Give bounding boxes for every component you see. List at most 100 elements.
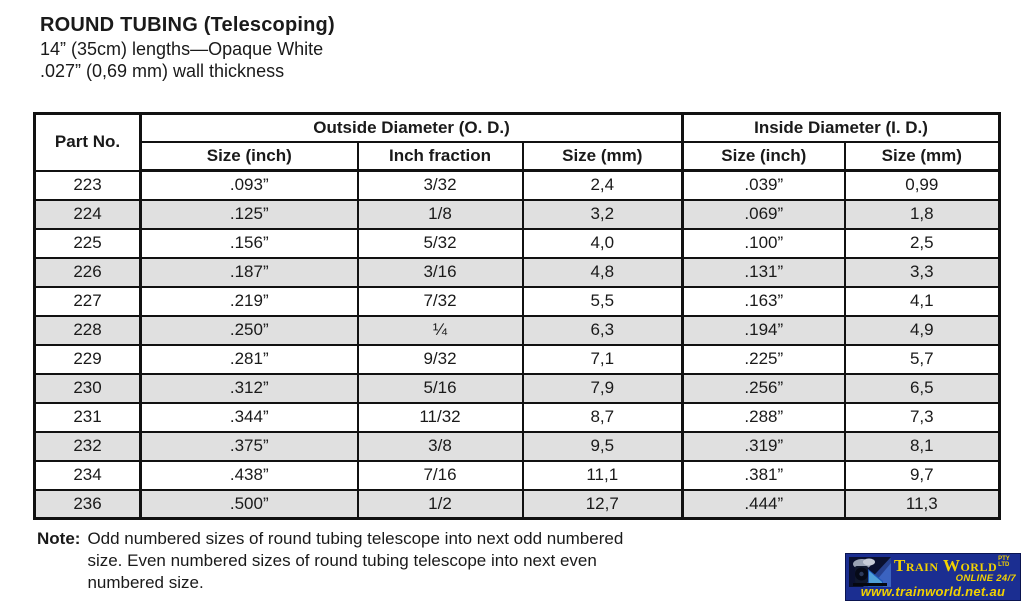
- table-row: 226.187” 3/16 4,8.131” 3,3: [33, 256, 1001, 288]
- cell-id_inch: .256”: [681, 372, 846, 404]
- table-body: 223.093” 3/32 2,4.039” 0,99 224.125” 1/8 3,2.0…: [33, 169, 1001, 520]
- cell-od_mm: 2,4: [521, 169, 684, 201]
- cell-od_mm: 8,7: [521, 401, 684, 433]
- cell-od_inch: .156”: [139, 227, 359, 259]
- cell-part: 226: [33, 256, 142, 288]
- table-row: 231.344” 11/32 8,7.288” 7,3: [33, 401, 1001, 433]
- cell-id_inch: .288”: [681, 401, 846, 433]
- cell-part: 223: [33, 169, 142, 201]
- cell-od_mm: 12,7: [521, 488, 684, 520]
- cell-fraction: 3/8: [356, 430, 524, 462]
- table-row: 229.281” 9/32 7,1.225” 5,7: [33, 343, 1001, 375]
- cell-id_mm: 9,7: [843, 459, 1001, 491]
- cell-id_inch: .225”: [681, 343, 846, 375]
- cell-od_inch: .093”: [139, 169, 359, 201]
- table-row: 236.500” 1/2 12,7.444” 11,3: [33, 488, 1001, 520]
- cell-id_mm: 6,5: [843, 372, 1001, 404]
- cell-id_mm: 4,9: [843, 314, 1001, 346]
- cell-id_mm: 4,1: [843, 285, 1001, 317]
- cell-od_mm: 4,8: [521, 256, 684, 288]
- cell-fraction: 9/32: [356, 343, 524, 375]
- cell-od_mm: 4,0: [521, 227, 684, 259]
- cell-od_mm: 11,1: [521, 459, 684, 491]
- col-header-od-inch-fraction: Inch fraction: [356, 140, 524, 172]
- cell-fraction: 1/2: [356, 488, 524, 520]
- cell-fraction: 5/32: [356, 227, 524, 259]
- cell-od_mm: 6,3: [521, 314, 684, 346]
- trainworld-url[interactable]: www.trainworld.net.au: [860, 584, 1006, 599]
- cell-part: 232: [33, 430, 142, 462]
- col-header-od-size-mm: Size (mm): [521, 140, 684, 172]
- table-row: 234.438” 7/16 11,1.381” 9,7: [33, 459, 1001, 491]
- cell-part: 224: [33, 198, 142, 230]
- cell-od_inch: .500”: [139, 488, 359, 520]
- cell-part: 234: [33, 459, 142, 491]
- cell-id_mm: 11,3: [843, 488, 1001, 520]
- cell-id_mm: 8,1: [843, 430, 1001, 462]
- cell-id_inch: .100”: [681, 227, 846, 259]
- cell-id_inch: .381”: [681, 459, 846, 491]
- cell-id_inch: .039”: [681, 169, 846, 201]
- cell-part: 227: [33, 285, 142, 317]
- cell-od_inch: .219”: [139, 285, 359, 317]
- cell-fraction: 7/16: [356, 459, 524, 491]
- cell-od_mm: 9,5: [521, 430, 684, 462]
- table-row: 230.312” 5/16 7,9.256” 6,5: [33, 372, 1001, 404]
- cell-part: 228: [33, 314, 142, 346]
- cell-fraction: ¼: [356, 314, 524, 346]
- note-label: Note:: [37, 529, 81, 548]
- cell-part: 236: [33, 488, 142, 520]
- cell-fraction: 3/16: [356, 256, 524, 288]
- cell-id_inch: .069”: [681, 198, 846, 230]
- cell-part: 231: [33, 401, 142, 433]
- cell-id_inch: .319”: [681, 430, 846, 462]
- col-header-id-size-mm: Size (mm): [843, 140, 1001, 172]
- cell-id_inch: .444”: [681, 488, 846, 520]
- col-header-od-size-inch: Size (inch): [139, 140, 359, 172]
- trainworld-logo[interactable]: Train WorldPTY LTD ONLINE 24/7 www.trainw…: [845, 553, 1021, 601]
- col-header-id-size-inch: Size (inch): [681, 140, 846, 172]
- cell-od_inch: .344”: [139, 401, 359, 433]
- cell-fraction: 7/32: [356, 285, 524, 317]
- subtitle-lengths: 14” (35cm) lengths—Opaque White: [40, 39, 324, 59]
- subtitle-wall-thickness: .027” (0,69 mm) wall thickness: [40, 61, 285, 81]
- table-row: 227.219” 7/32 5,5.163” 4,1: [33, 285, 1001, 317]
- online-247-text: ONLINE 24/7: [955, 573, 1016, 584]
- table-row: 232.375” 3/8 9,5.319” 8,1: [33, 430, 1001, 462]
- cell-part: 229: [33, 343, 142, 375]
- col-group-inside-diameter: Inside Diameter (I. D.): [681, 112, 1001, 143]
- cell-od_inch: .187”: [139, 256, 359, 288]
- col-header-part-no: Part No.: [33, 112, 142, 172]
- cell-fraction: 11/32: [356, 401, 524, 433]
- brand-suffix: PTY LTD: [998, 556, 1010, 568]
- page-title: ROUND TUBING (Telescoping): [40, 14, 335, 36]
- cell-id_mm: 3,3: [843, 256, 1001, 288]
- cell-od_mm: 7,1: [521, 343, 684, 375]
- header: ROUND TUBING (Telescoping) 14” (35cm) le…: [40, 12, 335, 82]
- cell-od_inch: .438”: [139, 459, 359, 491]
- col-group-outside-diameter: Outside Diameter (O. D.): [139, 112, 684, 143]
- table-row: 223.093” 3/32 2,4.039” 0,99: [33, 169, 1001, 201]
- cell-od_inch: .250”: [139, 314, 359, 346]
- trainworld-brand-text: Train WorldPTY LTD: [894, 556, 1010, 575]
- cell-id_mm: 5,7: [843, 343, 1001, 375]
- cell-id_mm: 1,8: [843, 198, 1001, 230]
- table-row: 228.250” ¼ 6,3.194” 4,9: [33, 314, 1001, 346]
- cell-od_inch: .312”: [139, 372, 359, 404]
- cell-id_inch: .163”: [681, 285, 846, 317]
- table-header: Part No. Outside Diameter (O. D.) Inside…: [33, 112, 1001, 172]
- cell-od_inch: .281”: [139, 343, 359, 375]
- cell-od_inch: .125”: [139, 198, 359, 230]
- cell-od_mm: 3,2: [521, 198, 684, 230]
- note: Note: Odd numbered sizes of round tubing…: [37, 528, 662, 594]
- cell-part: 225: [33, 227, 142, 259]
- cell-od_inch: .375”: [139, 430, 359, 462]
- cell-fraction: 3/32: [356, 169, 524, 201]
- cell-id_mm: 2,5: [843, 227, 1001, 259]
- cell-part: 230: [33, 372, 142, 404]
- table-row: 224.125” 1/8 3,2.069” 1,8: [33, 198, 1001, 230]
- cell-fraction: 5/16: [356, 372, 524, 404]
- train-photo-icon: [849, 557, 891, 587]
- cell-id_inch: .194”: [681, 314, 846, 346]
